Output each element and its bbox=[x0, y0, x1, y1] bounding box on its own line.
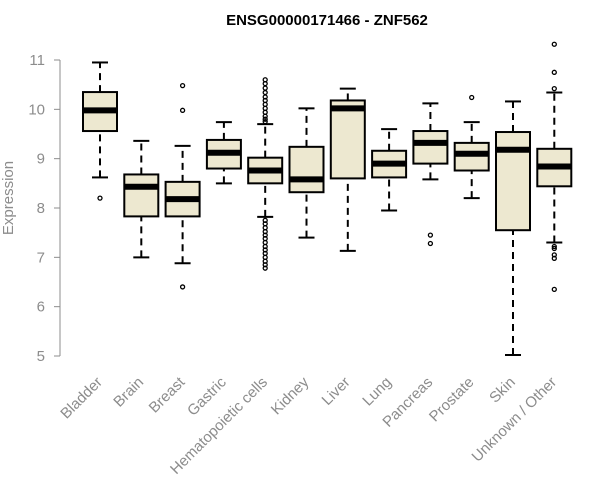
y-axis-label: Expression bbox=[0, 161, 17, 235]
box-rect bbox=[495, 131, 531, 232]
box-rect bbox=[412, 130, 449, 165]
box-group bbox=[453, 94, 490, 200]
outlier-point bbox=[97, 195, 103, 201]
box-group bbox=[205, 121, 242, 185]
outlier-point bbox=[262, 113, 268, 119]
x-category-label: Prostate bbox=[426, 374, 478, 426]
y-tick-label: 9 bbox=[37, 151, 45, 168]
outlier-point bbox=[179, 83, 186, 89]
outlier-point bbox=[427, 240, 434, 247]
box-group bbox=[412, 102, 449, 247]
outlier-point bbox=[262, 89, 268, 96]
outlier-point bbox=[262, 265, 268, 271]
outlier-point bbox=[262, 85, 268, 91]
x-category-label: Breast bbox=[146, 373, 189, 416]
x-category-label: Bladder bbox=[57, 374, 106, 423]
chart-title: ENSG00000171466 - ZNF562 bbox=[226, 12, 428, 29]
outlier-point bbox=[551, 255, 557, 261]
outlier-point bbox=[179, 107, 186, 113]
outlier-point bbox=[427, 232, 434, 238]
outlier-point bbox=[551, 286, 557, 293]
outlier-point bbox=[551, 245, 557, 252]
y-tick-label: 8 bbox=[37, 200, 45, 217]
outlier-point bbox=[262, 119, 268, 125]
outlier-point bbox=[179, 284, 186, 290]
box-group bbox=[329, 87, 366, 252]
outlier-point bbox=[551, 243, 557, 250]
box-group bbox=[164, 83, 201, 290]
outlier-point bbox=[551, 41, 557, 47]
box-group bbox=[371, 128, 408, 212]
box-group bbox=[536, 41, 573, 293]
box-rect bbox=[288, 145, 325, 194]
x-category-label: Skin bbox=[486, 374, 519, 407]
box-rect bbox=[329, 99, 366, 180]
y-axis: 5 6 7 8 9 10 11 bbox=[28, 52, 61, 365]
outlier-point bbox=[551, 69, 557, 75]
y-tick-label: 10 bbox=[28, 101, 45, 118]
y-tick-label: 11 bbox=[29, 52, 45, 69]
box-group bbox=[82, 61, 118, 201]
box-group bbox=[495, 100, 531, 357]
outlier-point bbox=[262, 116, 268, 122]
box-group bbox=[123, 139, 160, 259]
x-category-label: Kidney bbox=[268, 373, 313, 418]
outlier-point bbox=[262, 81, 268, 87]
y-tick-label: 5 bbox=[37, 348, 45, 365]
x-category-label: Brain bbox=[110, 374, 147, 411]
box-group bbox=[288, 107, 325, 239]
plot-area bbox=[82, 41, 573, 357]
outlier-point bbox=[551, 85, 557, 92]
outlier-point bbox=[469, 94, 475, 101]
y-tick-label: 6 bbox=[37, 299, 45, 316]
x-category-label: Lung bbox=[359, 374, 395, 410]
y-tick-label: 7 bbox=[37, 249, 45, 266]
box-rect bbox=[123, 173, 160, 218]
x-category-label: Liver bbox=[319, 374, 354, 409]
box-group bbox=[247, 77, 284, 271]
